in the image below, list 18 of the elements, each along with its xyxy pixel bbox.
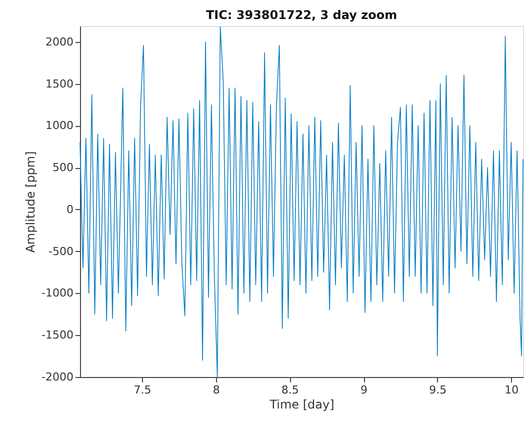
x-tick-label: 10 bbox=[504, 384, 519, 396]
y-axis-title: Amplitude [ppm] bbox=[24, 151, 38, 253]
y-tick-label: -1500 bbox=[42, 328, 74, 342]
x-tick-label: 8.5 bbox=[281, 384, 299, 396]
x-axis-title: Time [day] bbox=[268, 398, 334, 412]
x-tick-label: 8 bbox=[212, 384, 220, 396]
chart-title: TIC: 393801722, 3 day zoom bbox=[206, 8, 398, 22]
y-tick-label: -2000 bbox=[42, 370, 74, 384]
y-tick-label: 0 bbox=[66, 202, 74, 216]
y-tick-label: 2000 bbox=[46, 35, 74, 48]
y-tick-label: 1500 bbox=[46, 77, 74, 90]
x-tick-label: 9 bbox=[360, 384, 368, 396]
x-tick-label: 7.5 bbox=[134, 384, 152, 396]
y-tick-label: 500 bbox=[52, 161, 74, 174]
y-tick-label: -500 bbox=[48, 244, 74, 258]
y-tick-label: 1000 bbox=[46, 119, 74, 132]
y-tick-label: -1000 bbox=[42, 286, 74, 300]
x-tick-label: 9.5 bbox=[429, 384, 447, 396]
